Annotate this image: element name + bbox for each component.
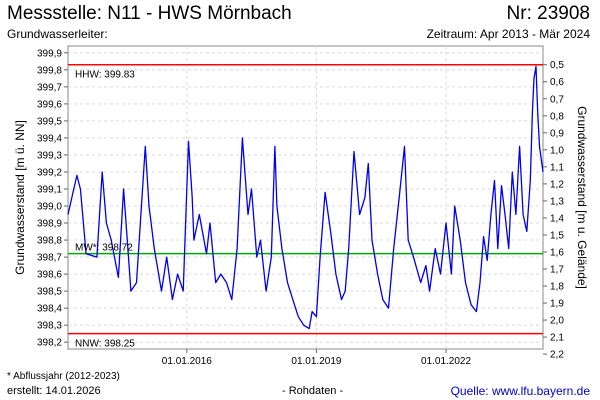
source-link[interactable]: Quelle: www.lfu.bayern.de	[450, 384, 590, 398]
created-date: erstellt: 14.01.2026	[7, 385, 101, 397]
right-tick-label: 1,3	[550, 196, 564, 207]
right-tick-label: 0,6	[550, 77, 564, 88]
right-tick-label: 0,9	[550, 128, 564, 139]
left-tick-label: 398,9	[37, 219, 62, 230]
right-tick-label: 1,5	[550, 230, 564, 241]
right-tick-label: 2,0	[550, 316, 564, 327]
right-tick-label: 1,9	[550, 299, 564, 310]
plot-frame	[67, 45, 544, 350]
left-tick-label: 399,4	[37, 133, 62, 144]
right-tick-label: 1,6	[550, 247, 564, 258]
time-period: Zeitraum: Apr 2013 - Mär 2024	[426, 27, 590, 41]
left-tick-label: 399,8	[37, 65, 62, 76]
left-tick-label: 398,5	[37, 287, 62, 298]
right-tick-label: 2,1	[550, 333, 564, 344]
groundwater-series-line	[67, 65, 544, 330]
station-number: Nr: 23908	[506, 3, 590, 24]
right-tick-label: 1,4	[550, 213, 564, 224]
left-tick-label: 398,6	[37, 270, 62, 281]
right-tick-label: 1,8	[550, 282, 564, 293]
left-tick-label: 399,3	[37, 150, 62, 161]
right-tick-label: 2,2	[550, 350, 564, 361]
left-tick-label: 399,6	[37, 99, 62, 110]
right-tick-label: 1,1	[550, 162, 564, 173]
right-tick-label: 0,8	[550, 111, 564, 122]
right-tick-label: 0,7	[550, 94, 564, 105]
right-tick-label: 0,5	[550, 60, 564, 71]
left-tick-label: 398,8	[37, 236, 62, 247]
grid	[67, 45, 544, 350]
reference-label-mw: MW*: 398.72	[75, 243, 133, 254]
left-tick-label: 398,7	[37, 253, 62, 264]
axis-labels: HHW: 399.83 MW*: 398.72 NNW: 398.25 Grundwa…	[13, 70, 589, 350]
left-tick-label: 399,5	[37, 116, 62, 127]
reference-lines	[68, 63, 543, 335]
left-tick-label: 399,7	[37, 82, 62, 93]
raw-data-note: - Rohdaten -	[282, 385, 344, 397]
y-axis-title-right: Grundwasserstand [m u. Gelände]	[575, 106, 589, 289]
left-tick-label: 399,9	[37, 48, 62, 59]
footnote: * Abflussjahr (2012-2023)	[7, 371, 120, 382]
reference-label-hhw: HHW: 399.83	[75, 70, 135, 81]
left-tick-label: 399,1	[37, 184, 62, 195]
left-tick-label: 399,0	[37, 202, 62, 213]
right-tick-label: 1,0	[550, 145, 564, 156]
series-layer	[67, 65, 544, 330]
right-tick-label: 1,2	[550, 179, 564, 190]
reference-label-nnw: NNW: 398.25	[75, 339, 135, 350]
aquifer-label: Grundwasserleiter:	[7, 27, 108, 41]
x-tick-label: 01.01.2016	[162, 356, 212, 367]
left-tick-label: 398,2	[37, 338, 62, 349]
y-axis-title-left: Grundwasserstand [m ü. NN]	[13, 120, 27, 275]
right-tick-label: 1,7	[550, 264, 564, 275]
x-tick-label: 01.01.2019	[291, 356, 341, 367]
left-tick-label: 399,2	[37, 167, 62, 178]
x-tick-label: 01.01.2022	[421, 356, 471, 367]
left-tick-label: 398,3	[37, 321, 62, 332]
left-tick-label: 398,4	[37, 304, 62, 315]
page-title: Messstelle: N11 - HWS Mörnbach	[7, 3, 292, 24]
axes: 398,2 398,3 398,4 398,5 398,6 398,7 398,8 398,9…	[37, 48, 564, 367]
